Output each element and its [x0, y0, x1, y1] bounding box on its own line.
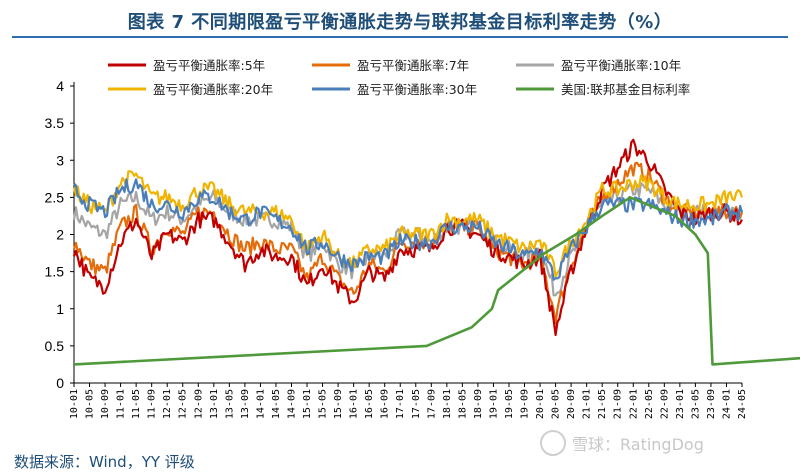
source-note: 数据来源：Wind，YY 评级	[14, 453, 195, 471]
x-tick-label: 22-01	[628, 389, 639, 419]
y-tick-label: 0.5	[45, 338, 65, 354]
x-tick-label: 16-05	[364, 389, 375, 419]
x-tick-label: 24-05	[737, 389, 748, 419]
x-tick-label: 13-09	[240, 389, 251, 419]
legend-label: 盈亏平衡通胀率:7年	[357, 58, 469, 73]
watermark-text: 雪球：RatingDog	[572, 435, 704, 454]
y-tick-label: 4	[56, 78, 64, 94]
series-line-fed-funds	[73, 196, 800, 366]
watermark-logo-icon	[540, 430, 566, 456]
x-tick-label: 20-05	[551, 389, 562, 419]
x-tick-label: 14-09	[286, 389, 297, 419]
x-tick-label: 12-05	[178, 389, 189, 419]
x-tick-label: 10-05	[85, 389, 96, 419]
series-line-1	[72, 161, 744, 325]
x-tick-label: 19-09	[520, 389, 531, 419]
x-tick-label: 14-05	[271, 389, 282, 419]
y-tick-label: 0	[56, 375, 64, 391]
y-tick-label: 2.5	[45, 189, 65, 205]
x-tick-label: 18-01	[442, 389, 453, 419]
x-tick-label: 21-09	[613, 389, 624, 419]
x-tick-label: 24-01	[721, 389, 732, 419]
x-tick-label: 14-01	[255, 389, 266, 419]
title-divider	[12, 36, 788, 38]
chart-title: 图表 7 不同期限盈亏平衡通胀走势与联邦基金目标利率走势（%）	[127, 12, 673, 33]
x-tick-label: 19-05	[504, 389, 515, 419]
legend-label: 盈亏平衡通胀率:30年	[357, 82, 477, 97]
legend: 盈亏平衡通胀率:5年 盈亏平衡通胀率:7年 盈亏平衡通胀率:10年盈亏平衡通胀率:2…	[108, 58, 690, 97]
x-tick-label: 20-09	[566, 389, 577, 419]
x-tick-label: 15-05	[318, 389, 329, 419]
x-tick-label: 13-05	[224, 389, 235, 419]
legend-label: 盈亏平衡通胀率:10年	[561, 58, 681, 73]
x-tick-label: 12-01	[162, 389, 173, 419]
x-tick-label: 18-09	[473, 389, 484, 419]
axes: 0 0.5 1 1.5 2 2.5 3 3.5 4 10-01 10-05 10-09 11-01 11-…	[45, 78, 748, 419]
x-tick-label: 12-09	[193, 389, 204, 419]
series-line-3	[72, 170, 744, 278]
series-line-4	[73, 178, 744, 281]
series-line-0	[72, 138, 743, 337]
x-tick-label: 23-05	[690, 389, 701, 419]
y-tick-label: 1	[56, 301, 64, 317]
plot-area	[72, 138, 800, 366]
x-tick-label: 13-01	[209, 389, 220, 419]
y-tick-label: 3	[56, 152, 64, 168]
legend-label: 美国:联邦基金目标利率	[561, 82, 690, 97]
x-tick-label: 23-01	[675, 389, 686, 419]
x-tick-label: 22-09	[659, 389, 670, 419]
x-tick-label: 11-09	[147, 389, 158, 419]
x-tick-label: 15-01	[302, 389, 313, 419]
x-tick-label: 20-01	[535, 389, 546, 419]
watermark: 雪球：RatingDog	[540, 430, 704, 456]
x-tick-label: 18-05	[457, 389, 468, 419]
x-tick-label: 22-05	[644, 389, 655, 419]
x-tick-label: 23-09	[706, 389, 717, 419]
legend-label: 盈亏平衡通胀率:20年	[153, 82, 273, 97]
x-tick-label: 11-01	[116, 389, 127, 419]
x-tick-label: 17-01	[395, 389, 406, 419]
x-tick-label: 11-05	[131, 389, 142, 419]
x-tick-label: 21-05	[597, 389, 608, 419]
x-tick-label: 16-01	[349, 389, 360, 419]
x-tick-label: 16-09	[380, 389, 391, 419]
y-tick-label: 3.5	[45, 115, 65, 131]
x-tick-label: 10-09	[100, 389, 111, 419]
x-tick-label: 17-09	[426, 389, 437, 419]
x-tick-label: 15-09	[333, 389, 344, 419]
x-tick-label: 10-01	[69, 389, 80, 419]
x-tick-label: 17-05	[411, 389, 422, 419]
y-tick-label: 1.5	[45, 264, 65, 280]
x-tick-label: 21-01	[582, 389, 593, 419]
legend-label: 盈亏平衡通胀率:5年	[153, 58, 265, 73]
x-tick-label: 19-01	[488, 389, 499, 419]
y-tick-label: 2	[56, 227, 64, 243]
